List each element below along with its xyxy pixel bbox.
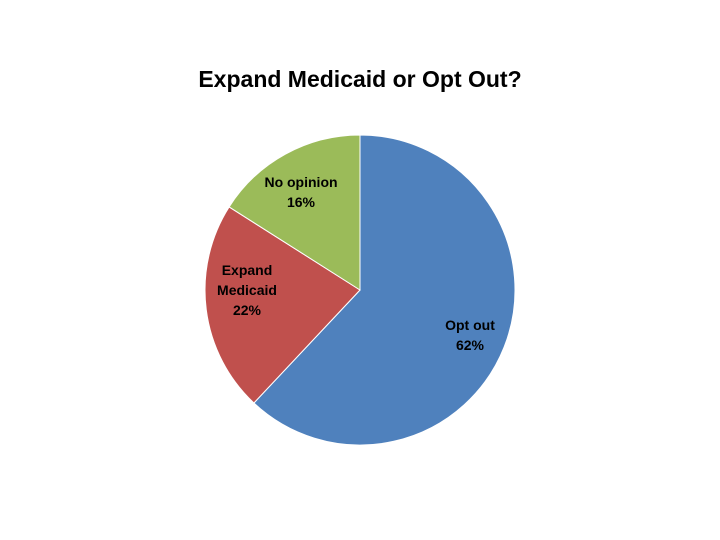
data-label-expand-medicaid: Expand Medicaid 22% [217, 262, 277, 318]
pie-slice-no-opinion [228, 134, 361, 291]
data-label-no-opinion: No opinion 16% [264, 174, 337, 210]
pie-slice-opt-out [253, 134, 516, 446]
chart-title: Expand Medicaid or Opt Out? [198, 66, 522, 92]
data-label-opt-out: Opt out 62% [445, 317, 495, 353]
pie-slice-expand-medicaid [204, 206, 361, 404]
